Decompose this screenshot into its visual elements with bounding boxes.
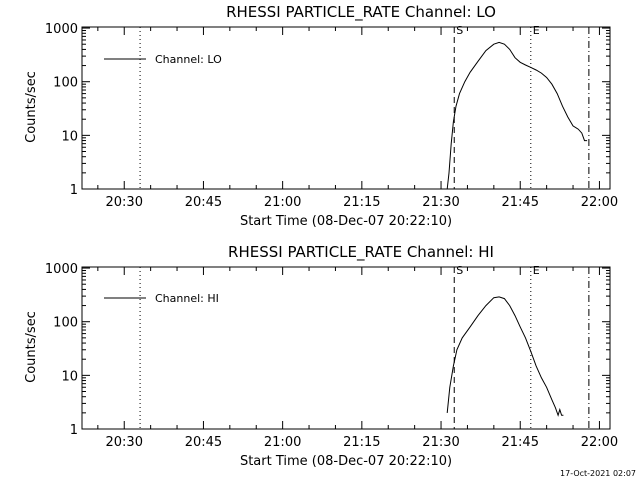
chart-panel-lo: RHESSI PARTICLE_RATE Channel: LO Counts/… [24, 3, 618, 229]
y-axis-label: Counts/sec [24, 71, 39, 143]
y-tick-label: 10 [61, 369, 78, 384]
marker-label: E [533, 24, 540, 37]
chart-title: RHESSI PARTICLE_RATE Channel: LO [226, 3, 496, 22]
x-tick-label: 21:30 [422, 435, 459, 450]
x-tick-label: 21:45 [502, 195, 539, 210]
chart-panel-hi: RHESSI PARTICLE_RATE Channel: HI Counts/… [24, 243, 618, 469]
x-tick-label: 20:45 [185, 435, 222, 450]
x-axis-label: Start Time (08-Dec-07 20:22:10) [240, 454, 452, 469]
x-tick-label: 21:00 [264, 195, 301, 210]
chart-legend: Channel: LO [104, 53, 222, 66]
x-tick-label: 20:30 [106, 435, 143, 450]
marker-label: E [533, 264, 540, 277]
marker-label: S [456, 24, 463, 37]
x-tick-label: 21:15 [343, 435, 380, 450]
y-tick-label: 100 [53, 316, 78, 331]
y-tick-label: 1 [70, 423, 78, 438]
y-tick-label: 10 [61, 129, 78, 144]
legend-label: Channel: LO [155, 53, 222, 66]
x-tick-label: 21:15 [343, 195, 380, 210]
x-axis-label: Start Time (08-Dec-07 20:22:10) [240, 214, 452, 229]
y-tick-label: 1000 [45, 262, 78, 277]
x-tick-label: 22:00 [581, 435, 618, 450]
plot-frame [81, 266, 611, 430]
y-tick-label: 1 [70, 183, 78, 198]
legend-label: Channel: HI [155, 292, 219, 305]
chart-title: RHESSI PARTICLE_RATE Channel: HI [228, 243, 494, 262]
x-tick-label: 20:30 [106, 195, 143, 210]
x-tick-label: 20:45 [185, 195, 222, 210]
x-tick-label: 21:45 [502, 435, 539, 450]
chart-legend: Channel: HI [104, 292, 219, 305]
x-tick-label: 22:00 [581, 195, 618, 210]
y-tick-label: 1000 [45, 22, 78, 37]
series-line [446, 296, 564, 417]
y-axis-label: Counts/sec [24, 311, 39, 383]
x-tick-label: 21:30 [422, 195, 459, 210]
plot-frame [81, 26, 611, 190]
x-tick-label: 21:00 [264, 435, 301, 450]
series-line [446, 41, 588, 190]
marker-label: S [456, 264, 463, 277]
footer-timestamp: 17-Oct-2021 02:07 [560, 469, 636, 478]
y-tick-label: 100 [53, 76, 78, 91]
